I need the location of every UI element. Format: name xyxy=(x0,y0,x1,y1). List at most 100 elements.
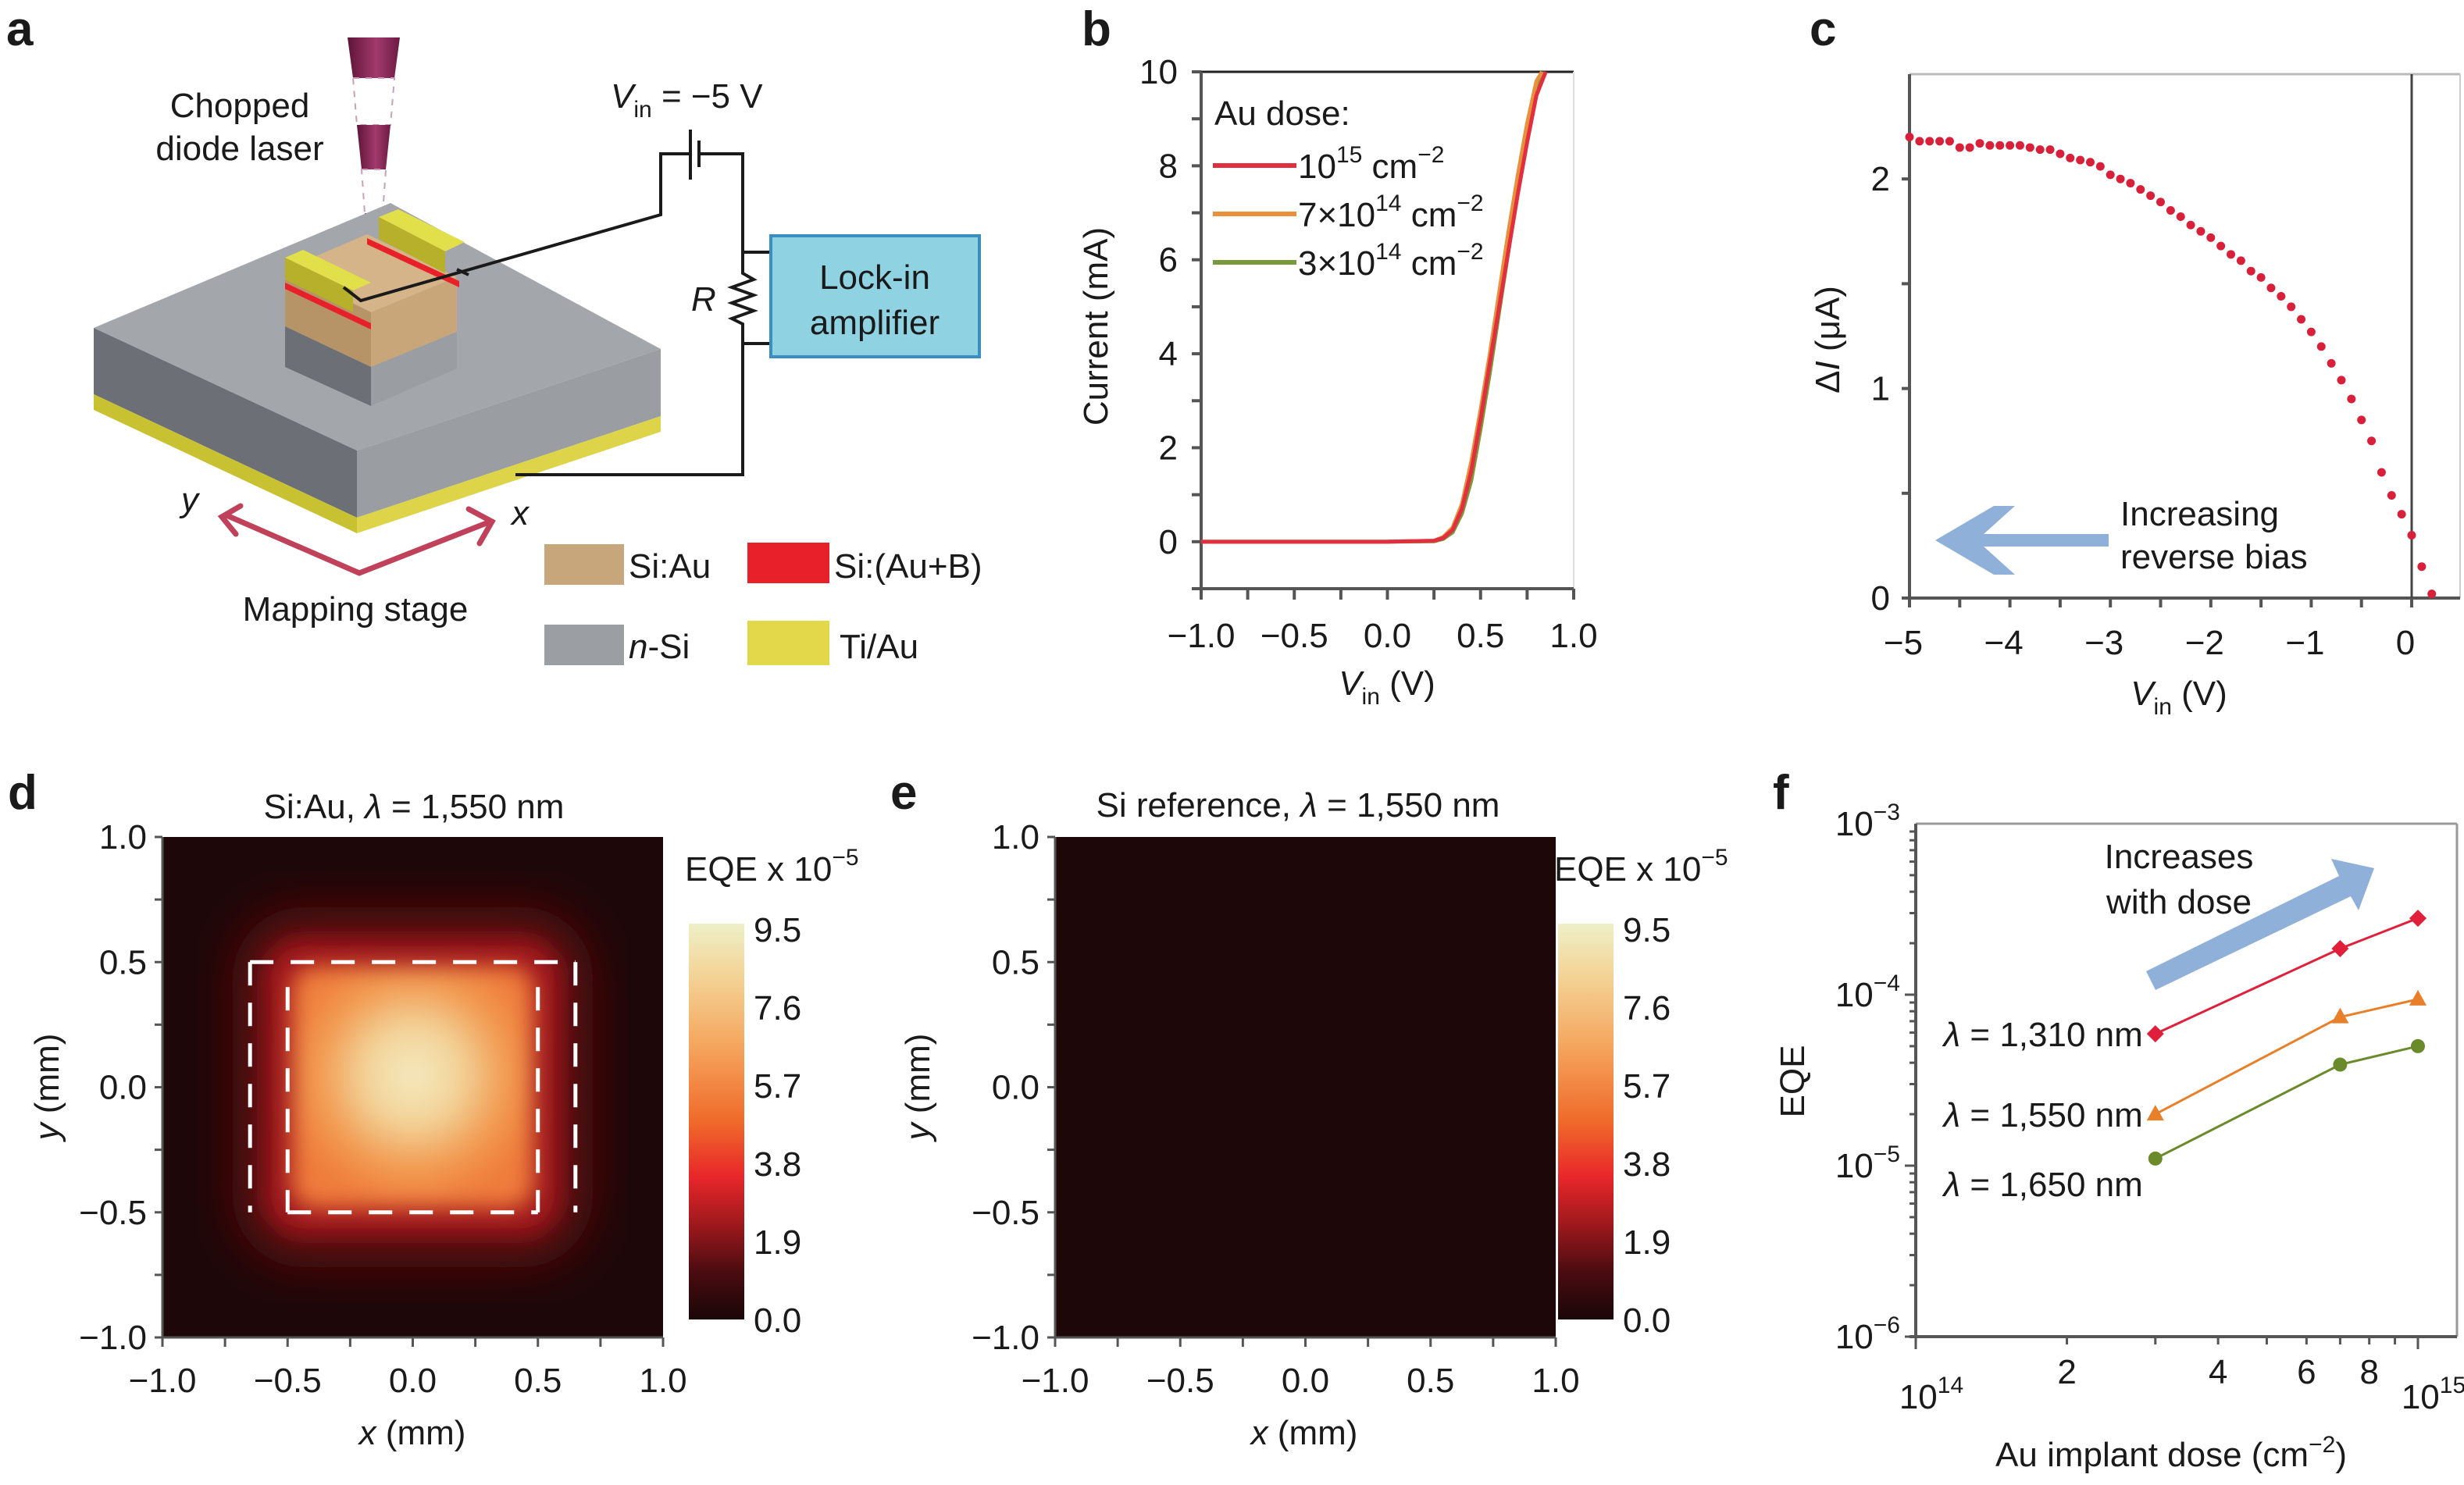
d-x-tick-label: −0.5 xyxy=(254,1362,322,1400)
material-legend: Si:Au Si:(Au+B) n-Si Ti/Au xyxy=(544,543,982,666)
c-data-point xyxy=(2045,145,2055,155)
f-xlabel-main: Au implant dose (cm xyxy=(1995,1436,2309,1474)
c-x-tick-label: −4 xyxy=(1984,624,2024,662)
d-y-tick-label: 1.0 xyxy=(99,818,147,856)
e-heatmap-background xyxy=(1055,837,1556,1337)
c-xlabel: Vin (V) xyxy=(2131,675,2227,720)
lock-in-amplifier-box: Lock-in amplifier xyxy=(769,234,981,358)
b-xlabel-unit: (V) xyxy=(1380,664,1435,703)
c-xlabel-unit: (V) xyxy=(2172,675,2227,713)
d-xlabel: x (mm) xyxy=(358,1414,466,1452)
f-marker-diamond xyxy=(2146,1025,2164,1043)
d-colorbar-tick-label: 3.8 xyxy=(754,1145,801,1184)
f-marker-diamond xyxy=(2331,939,2349,957)
b-legend-exp: 15 xyxy=(1336,142,1362,168)
f-y-tick-label: 10−5 xyxy=(1835,1141,1900,1185)
e-colorbar-title: EQE x 10−5 xyxy=(1554,845,1728,889)
mapping-stage-arrows-icon xyxy=(217,503,496,576)
d-colorbar-tick-label: 1.9 xyxy=(754,1223,801,1262)
c-x-tick-label: −1 xyxy=(2285,624,2324,662)
b-x-tick-label: −0.5 xyxy=(1261,617,1328,655)
c-data-point xyxy=(2407,530,2416,540)
e-colorbar-tick-label: 7.6 xyxy=(1623,989,1671,1027)
b-ylabel: Current (mA) xyxy=(1077,227,1115,426)
c-data-point xyxy=(2126,179,2135,188)
f-x-tick-exp: 15 xyxy=(2440,1373,2464,1398)
b-legend-title: Au dose: xyxy=(1214,94,1350,133)
e-title-lambda: λ xyxy=(1299,786,1318,824)
b-series-line xyxy=(1201,71,1546,544)
c-data-point xyxy=(2256,272,2266,282)
reverse-bias-arrow-icon xyxy=(1935,506,2109,575)
c-data-point xyxy=(2287,302,2296,312)
c-data-point xyxy=(1925,137,1934,146)
c-x-tick-label: −5 xyxy=(1884,624,1923,662)
c-data-point xyxy=(2216,241,2226,251)
f-x-tick-label-major: 1015 xyxy=(2402,1373,2464,1416)
b-legend-unit: cm xyxy=(1401,196,1457,234)
c-data-point xyxy=(2347,394,2356,404)
d-x-tick-label: 1.0 xyxy=(639,1362,686,1400)
f-annotation-line2: with dose xyxy=(2106,883,2252,921)
e-x-tick-label: 0.5 xyxy=(1407,1362,1454,1400)
d-colorbar-title-main: EQE x 10 xyxy=(685,850,832,889)
b-x-tick-label: −1.0 xyxy=(1168,617,1236,655)
c-data-point xyxy=(2176,212,2185,222)
f-y-tick-base: 10 xyxy=(1835,1318,1874,1356)
panel-label-b: b xyxy=(1082,2,1111,56)
f-xlabel-end: ) xyxy=(2335,1436,2347,1474)
e-colorbar-gradient xyxy=(1558,924,1614,1319)
d-colorbar-tick-label: 9.5 xyxy=(754,911,801,949)
c-data-point xyxy=(2186,220,2195,230)
d-heatmap xyxy=(162,837,663,1337)
legend-label-n-si-text: -Si xyxy=(647,628,690,666)
f-marker-circle xyxy=(2411,1038,2425,1053)
e-heatmap xyxy=(1055,837,1556,1337)
panel-label-c: c xyxy=(1810,2,1836,56)
c-data-point xyxy=(2337,376,2346,385)
c-ticks: 0 1 2 −5 −4 −3 −2 −1 0 xyxy=(1871,73,2461,662)
d-title: Si:Au, λ = 1,550 nm xyxy=(264,788,565,826)
d-x-tick-label: 0.5 xyxy=(514,1362,562,1400)
c-data-point xyxy=(2367,436,2377,446)
c-data-point xyxy=(2106,170,2115,180)
f-marker-diamond xyxy=(2409,910,2427,928)
e-x-tick-label: −0.5 xyxy=(1146,1362,1214,1400)
f-x-tick-base: 10 xyxy=(1899,1378,1938,1416)
circuit-wires xyxy=(342,152,771,476)
c-data-point xyxy=(2066,153,2075,162)
panel-d: d Si:Au, λ = 1,550 nm −1.0−0.50.00.51.0−… xyxy=(8,766,859,1452)
d-y-tick-label: 0.5 xyxy=(99,943,147,981)
f-arrow-shape xyxy=(2146,859,2374,990)
d-colorbar-tick-label: 5.7 xyxy=(754,1067,801,1106)
b-legend-unit-exp: −2 xyxy=(1457,191,1483,216)
c-y-tick-label: 1 xyxy=(1871,370,1890,408)
e-title-prefix: Si reference, xyxy=(1096,786,1301,824)
b-y-tick-label: 2 xyxy=(1159,429,1178,467)
f-x-tick-label-minor: 6 xyxy=(2297,1353,2316,1391)
e-y-tick-label: 0.0 xyxy=(992,1069,1039,1107)
f-x-tick-exp: 14 xyxy=(1938,1373,1963,1398)
legend-swatch-n-si xyxy=(544,625,624,665)
b-series-line xyxy=(1201,71,1548,544)
e-colorbar-title-exp: −5 xyxy=(1701,845,1728,871)
d-colorbar: EQE x 10−5 0.0 1.9 3.8 5.7 7.6 9.5 xyxy=(685,845,859,1340)
b-x-tick-label: 0.0 xyxy=(1364,617,1411,655)
b-xlabel: Vin (V) xyxy=(1339,664,1435,710)
f-x-tick-label-minor: 8 xyxy=(2359,1353,2378,1391)
c-ylabel: ΔI (μA) xyxy=(1809,286,1847,394)
c-data-point xyxy=(1905,133,1914,142)
b-legend-base: 10 xyxy=(1298,148,1336,186)
panel-label-d: d xyxy=(8,766,37,820)
f-series-line xyxy=(2155,1045,2419,1160)
e-colorbar-tick-label: 9.5 xyxy=(1623,911,1671,949)
c-data-point xyxy=(1915,137,1924,146)
d-title-prefix: Si:Au, xyxy=(264,788,365,826)
c-data-point xyxy=(2397,510,2406,519)
f-x-tick-label-minor: 4 xyxy=(2209,1353,2227,1391)
d-title-suffix: = 1,550 nm xyxy=(382,788,565,826)
d-colorbar-tick-label: 7.6 xyxy=(754,989,801,1027)
e-colorbar: EQE x 10−5 0.0 1.9 3.8 5.7 7.6 9.5 xyxy=(1554,845,1728,1340)
